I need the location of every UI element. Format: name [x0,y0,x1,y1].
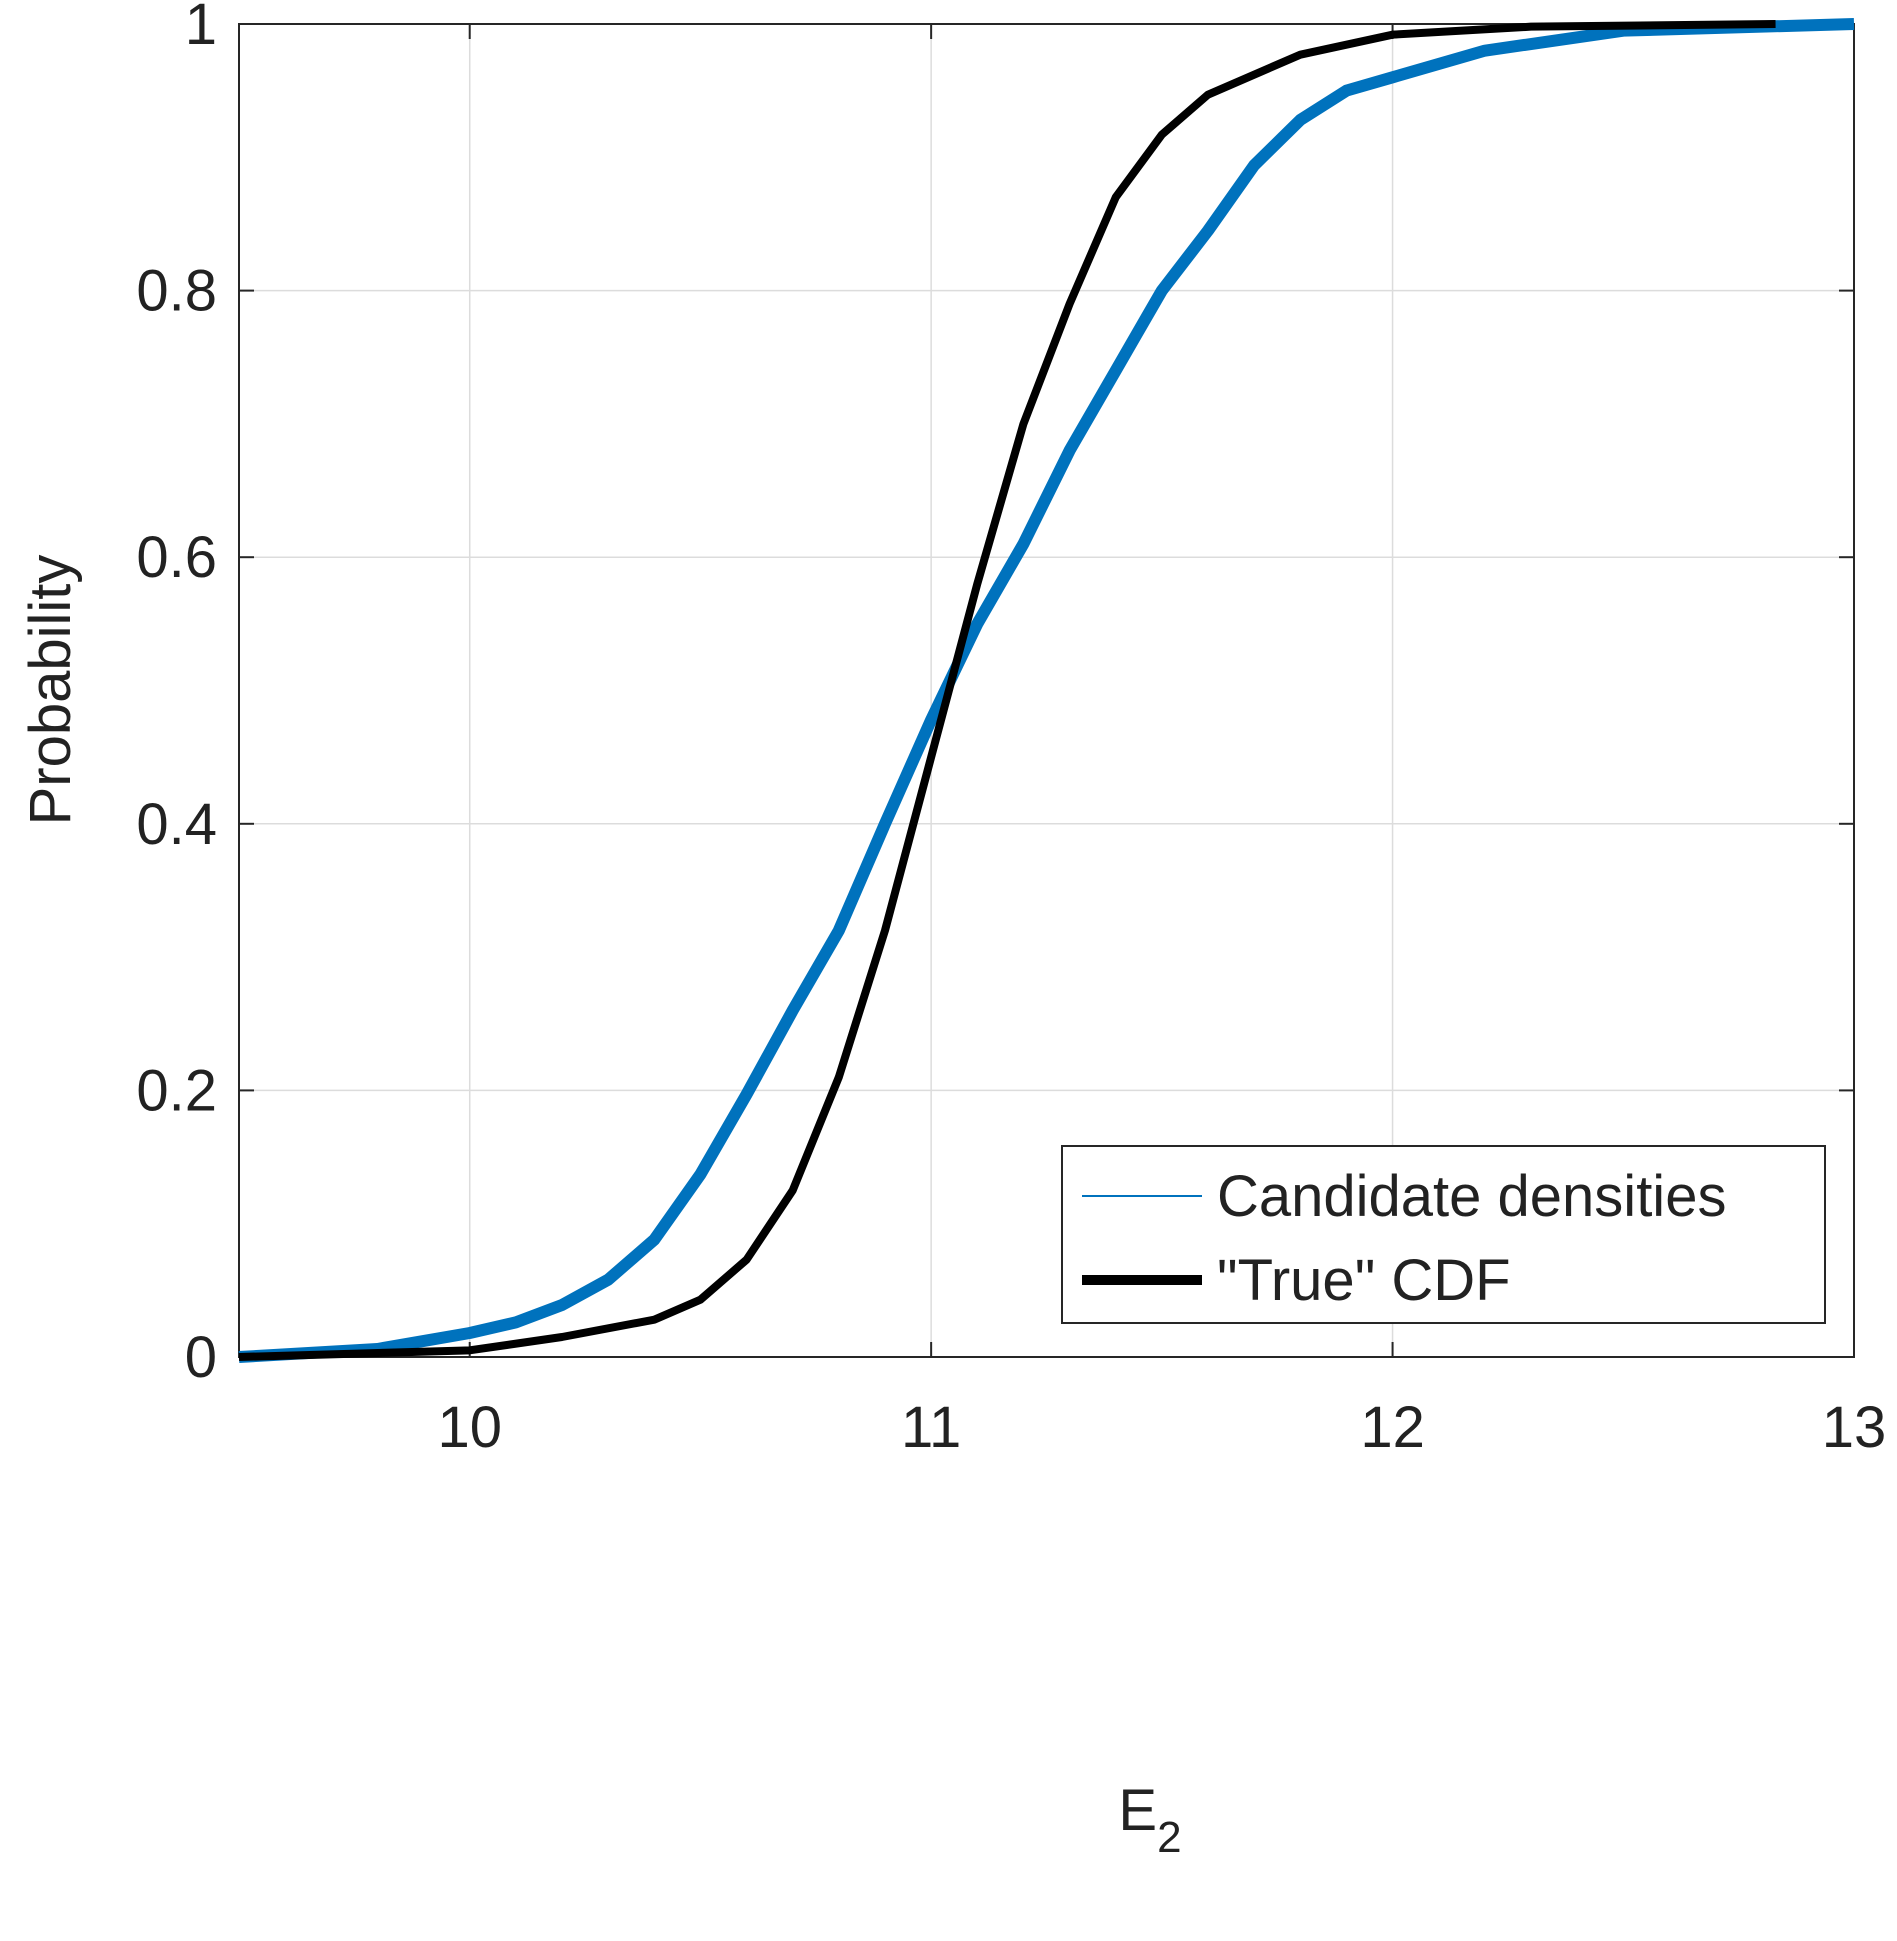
legend-label: Candidate densities [1217,1164,1726,1229]
y-tick-label: 0.6 [136,525,217,590]
x-axis-label: E2 [1118,1778,1181,1862]
x-tick-label: 10 [437,1395,502,1460]
plot-frame [238,23,1855,1358]
legend: Candidate densities "True" CDF [1061,1145,1826,1324]
x-tick-label: 12 [1360,1395,1425,1460]
x-label-main: E [1118,1778,1157,1843]
legend-label: "True" CDF [1217,1248,1511,1313]
y-axis-label: Probability [18,555,83,826]
y-tick-label: 0 [185,1325,217,1390]
cdf-line [238,20,1776,1361]
x-label-sub: 2 [1157,1813,1181,1862]
x-tick-label: 11 [901,1395,961,1460]
y-tick-label: 1 [185,0,217,57]
y-tick-label: 0.2 [136,1058,217,1123]
y-tick-label: 0.8 [136,259,217,324]
y-tick-label: 0.4 [136,792,217,857]
x-tick-label: 13 [1822,1395,1887,1460]
legend-box [1061,1145,1826,1324]
